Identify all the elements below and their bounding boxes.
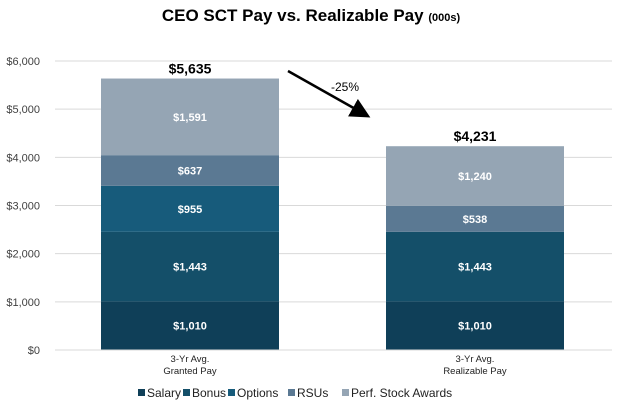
bar-segment-salary — [101, 301, 279, 350]
bar-segment-bonus — [386, 231, 564, 302]
y-tick-label: $1,000 — [6, 297, 40, 309]
bar-segment-rsus — [101, 155, 279, 186]
chart-title: CEO SCT Pay vs. Realizable Pay (000s) — [0, 6, 622, 26]
data-label: $1,443 — [458, 262, 492, 274]
data-label: $1,443 — [173, 262, 207, 274]
arrow-icon — [287, 69, 371, 118]
title-text: CEO SCT Pay vs. Realizable Pay — [161, 6, 424, 25]
legend-swatch — [342, 389, 349, 396]
data-label: $637 — [178, 166, 202, 178]
title-unit: (000s) — [428, 12, 461, 24]
data-label: $1,591 — [173, 112, 207, 124]
y-tick-label: $4,000 — [6, 152, 40, 164]
x-tick-label: Granted Pay — [163, 366, 217, 377]
data-label: $538 — [463, 214, 487, 226]
y-tick-label: $5,000 — [6, 104, 40, 116]
data-label: $1,010 — [458, 321, 492, 333]
legend-item: Options — [237, 386, 278, 400]
bar-segment-rsus — [386, 205, 564, 232]
y-tick-label: $2,000 — [6, 249, 40, 261]
bar-segment-perf-stock-awards — [101, 78, 279, 156]
change-annotation: -25% — [331, 80, 359, 94]
legend-item: RSUs — [297, 386, 328, 400]
data-label: $1,010 — [173, 321, 207, 333]
total-label: $4,231 — [454, 128, 497, 144]
legend-swatch — [228, 389, 235, 396]
bar-segment-perf-stock-awards — [386, 146, 564, 206]
legend-item: Perf. Stock Awards — [351, 386, 452, 400]
legend-item: Salary — [147, 386, 181, 400]
bar-segment-salary — [386, 301, 564, 350]
x-tick-label: 3-Yr Avg. — [456, 354, 495, 365]
legend-swatch — [183, 389, 190, 396]
y-tick-label: $6,000 — [6, 56, 40, 68]
legend-item: Bonus — [192, 386, 226, 400]
legend-swatch — [138, 389, 145, 396]
data-label: $1,240 — [458, 171, 492, 183]
legend-swatch — [288, 389, 295, 396]
data-label: $955 — [178, 204, 202, 216]
bar-segment-options — [101, 185, 279, 232]
y-tick-label: $0 — [28, 345, 40, 357]
y-tick-label: $3,000 — [6, 201, 40, 213]
x-tick-label: 3-Yr Avg. — [171, 354, 210, 365]
total-label: $5,635 — [169, 61, 212, 77]
x-tick-label: Realizable Pay — [443, 366, 507, 377]
bar-segment-bonus — [101, 231, 279, 302]
